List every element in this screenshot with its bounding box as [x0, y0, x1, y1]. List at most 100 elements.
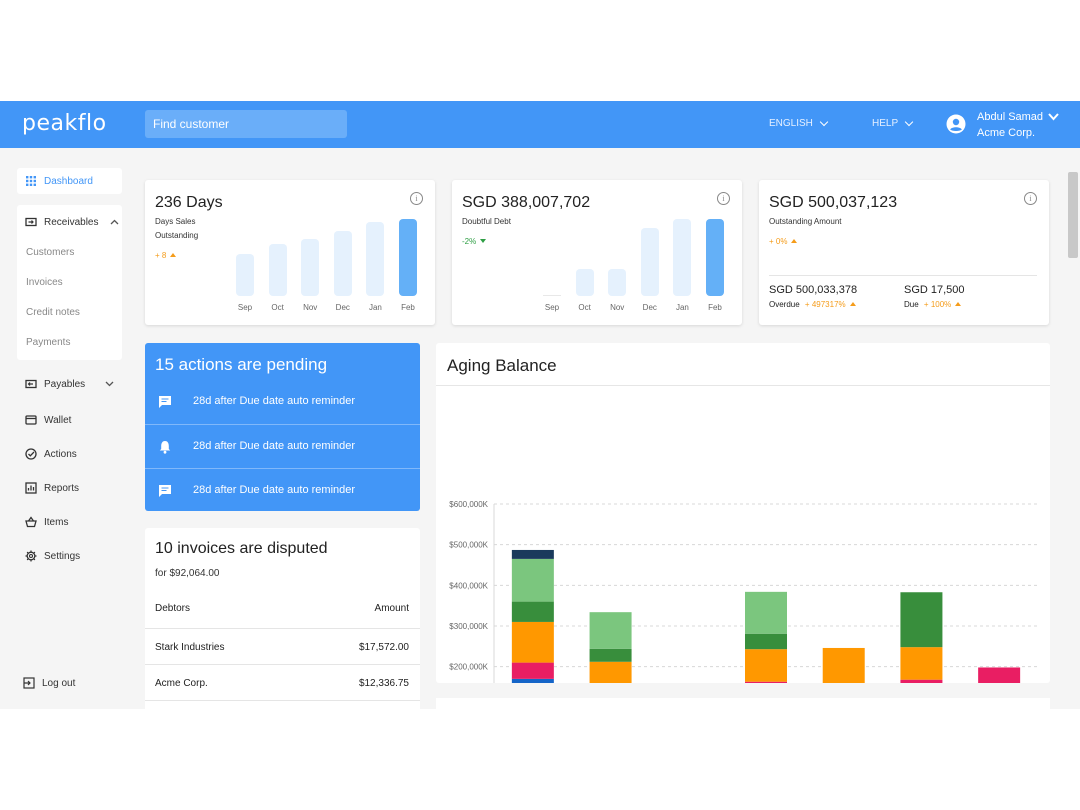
help-menu[interactable]: HELP: [872, 117, 914, 129]
kpi-card-doubtful-debt: SGD 388,007,702 Doubtful Debt -2% i Sep O…: [452, 180, 742, 325]
sidebar-item-label: Dashboard: [44, 175, 93, 187]
check-circle-icon: [25, 448, 37, 460]
language-label: ENGLISH: [769, 118, 813, 129]
logout-icon: [23, 677, 35, 689]
bar-segment[interactable]: [589, 612, 632, 649]
kpi-card-dso: 236 Days Days Sales Outstanding + 8 i Se…: [145, 180, 435, 325]
mini-month-label: Sep: [544, 303, 560, 312]
bar-segment[interactable]: [900, 679, 943, 683]
bar-segment[interactable]: [589, 661, 632, 683]
next-card: [436, 698, 1050, 709]
payables-icon: [25, 379, 37, 389]
info-icon[interactable]: i: [1024, 192, 1037, 205]
overdue-label: Overdue: [769, 300, 800, 309]
bar-segment[interactable]: [745, 681, 787, 683]
kpi-label: Outstanding: [155, 231, 199, 240]
bar-segment[interactable]: [900, 592, 943, 648]
search-input[interactable]: [145, 110, 347, 138]
info-icon[interactable]: i: [717, 192, 730, 205]
aging-balance-card: Aging Balance $0$100,000K$200,000K$300,0…: [436, 343, 1050, 683]
bar-segment[interactable]: [511, 662, 554, 679]
debtor-amount: $17,572.00: [358, 642, 409, 653]
kpi-value: SGD 388,007,702: [462, 194, 591, 211]
bar-segment[interactable]: [822, 647, 865, 683]
user-avatar-icon[interactable]: [946, 114, 966, 134]
info-icon[interactable]: i: [410, 192, 423, 205]
sidebar-item-actions[interactable]: Actions: [25, 448, 77, 460]
sidebar-item-receivables[interactable]: Receivables: [25, 216, 119, 228]
column-header-amount[interactable]: Amount: [374, 603, 409, 614]
chat-icon: [159, 485, 171, 497]
mini-bar: [640, 228, 659, 296]
help-label: HELP: [872, 118, 899, 129]
kpi-value: SGD 500,037,123: [769, 194, 898, 211]
sidebar-item-customers[interactable]: Customers: [26, 247, 75, 258]
pending-item[interactable]: 28d after Due date auto reminder: [145, 380, 420, 424]
sidebar-item-settings[interactable]: Settings: [25, 550, 80, 562]
mini-month-label: Dec: [335, 303, 350, 312]
scrollbar-track[interactable]: [1068, 162, 1080, 709]
top-bar: peakflo ENGLISH HELP Abdul Samad Acme Co…: [0, 101, 1080, 148]
sidebar-item-wallet[interactable]: Wallet: [25, 414, 71, 426]
overdue-value: SGD 500,033,378: [769, 284, 858, 296]
logout-button[interactable]: Log out: [23, 677, 75, 689]
bar-segment[interactable]: [511, 558, 554, 602]
basket-icon: [25, 516, 37, 528]
sidebar-item-credit-notes[interactable]: Credit notes: [26, 307, 80, 318]
table-row: [145, 700, 420, 709]
logo[interactable]: peakflo: [22, 111, 107, 136]
bar-segment[interactable]: [745, 591, 787, 634]
bar-segment[interactable]: [511, 678, 554, 683]
language-selector[interactable]: ENGLISH: [769, 117, 829, 129]
chat-icon: [159, 396, 171, 408]
bar-segment[interactable]: [745, 633, 787, 650]
disputed-invoices-card: 10 invoices are disputed for $92,064.00 …: [145, 528, 420, 709]
bar-segment[interactable]: [511, 601, 554, 622]
mini-bar: [673, 219, 692, 296]
kpi-delta-value: -2%: [462, 237, 477, 246]
table-row[interactable]: Stark Industries $17,572.00: [145, 628, 420, 664]
overdue-row: Overdue + 497317%: [769, 300, 856, 309]
user-name[interactable]: Abdul Samad: [977, 111, 1044, 123]
sidebar-item-payments[interactable]: Payments: [26, 337, 71, 348]
logout-label: Log out: [42, 677, 76, 689]
pending-item[interactable]: 28d after Due date auto reminder: [145, 424, 420, 468]
sidebar-item-label: Wallet: [44, 414, 72, 426]
mini-bar: [268, 243, 287, 296]
sidebar-item-reports[interactable]: Reports: [25, 482, 79, 494]
table-row[interactable]: Acme Corp. $12,336.75: [145, 664, 420, 700]
debtor-name: Acme Corp.: [155, 678, 208, 689]
receivables-group: [17, 205, 122, 360]
divider: [769, 275, 1037, 276]
pending-actions-card: 15 actions are pending 28d after Due dat…: [145, 343, 420, 511]
bar-segment[interactable]: [978, 667, 1021, 683]
wallet-icon: [25, 415, 37, 425]
kpi-card-outstanding: SGD 500,037,123 Outstanding Amount + 0% …: [759, 180, 1049, 325]
mini-month-label: Jan: [675, 303, 689, 312]
receivables-icon: [25, 217, 37, 227]
bar-segment[interactable]: [589, 648, 632, 662]
user-org: Acme Corp.: [977, 127, 1036, 139]
bar-segment[interactable]: [745, 649, 787, 682]
bar-segment[interactable]: [511, 621, 554, 663]
scrollbar-thumb[interactable]: [1068, 172, 1078, 258]
sidebar-item-label: Receivables: [44, 216, 99, 228]
sidebar-item-dashboard[interactable]: Dashboard: [17, 168, 122, 194]
report-icon: [25, 482, 37, 494]
pending-item[interactable]: 28d after Due date auto reminder: [145, 468, 420, 512]
gear-icon: [25, 550, 37, 562]
mini-month-label: Nov: [303, 303, 318, 312]
kpi-value: 236 Days: [155, 194, 223, 211]
overdue-delta: + 497317%: [804, 300, 846, 309]
bar-segment[interactable]: [511, 549, 554, 559]
kpi-label: Doubtful Debt: [462, 217, 511, 226]
bar-segment[interactable]: [900, 647, 943, 680]
sidebar-item-payables[interactable]: Payables: [25, 378, 114, 390]
pending-title: 15 actions are pending: [155, 355, 328, 374]
mini-bar: [236, 253, 254, 296]
column-header-debtors[interactable]: Debtors: [155, 603, 191, 614]
chevron-down-icon[interactable]: [1048, 113, 1059, 121]
sidebar-item-invoices[interactable]: Invoices: [26, 277, 63, 288]
sidebar-item-items[interactable]: Items: [25, 516, 68, 528]
chevron-down-icon: [105, 381, 114, 387]
